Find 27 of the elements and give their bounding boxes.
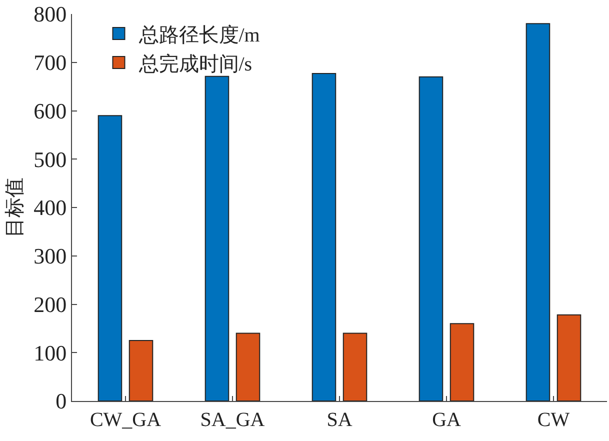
y-tick-label: 0 (56, 388, 67, 414)
bar (526, 23, 550, 401)
x-tick-label: SA (326, 409, 353, 431)
y-axis-title: 目标值 (4, 178, 26, 238)
x-tick-label: CW_GA (90, 409, 162, 431)
legend-label: 总路径长度/m (138, 24, 260, 46)
legend-label: 总完成时间/s (138, 52, 252, 76)
bar (236, 332, 260, 401)
bar (418, 76, 444, 401)
x-tick-label: CW (537, 409, 570, 431)
y-tick-label: 400 (34, 195, 67, 220)
bar (450, 323, 474, 401)
y-tick-label: 600 (34, 98, 67, 124)
bar (556, 314, 582, 401)
bar (128, 340, 154, 401)
y-tick-label: 200 (34, 292, 67, 317)
x-tick-label: GA (432, 409, 462, 431)
y-tick-label: 700 (34, 50, 67, 76)
bar (98, 115, 122, 401)
y-tick-label: 100 (34, 340, 67, 366)
y-tick-label: 300 (34, 244, 67, 269)
x-tick-label: SA_GA (200, 409, 266, 431)
bar (342, 332, 368, 401)
y-tick-label: 500 (34, 146, 67, 172)
y-tick-label: 800 (34, 2, 67, 27)
bar (204, 76, 230, 401)
bar (312, 73, 336, 401)
